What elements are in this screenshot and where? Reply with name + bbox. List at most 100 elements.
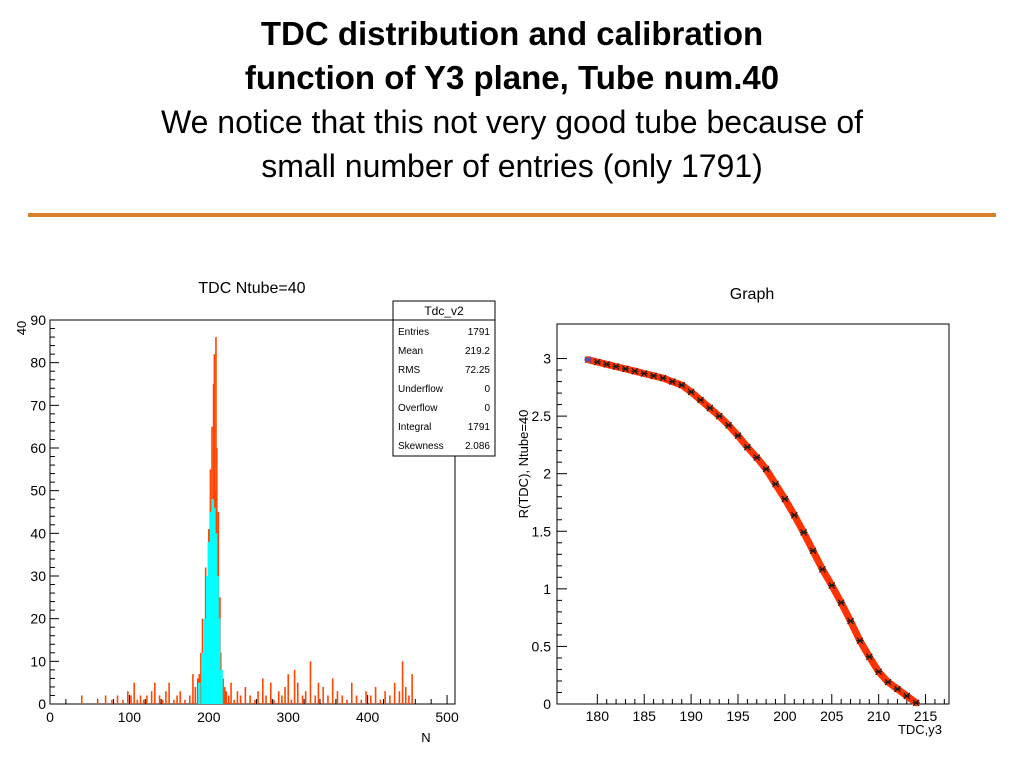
histogram-bar-orange: [161, 699, 164, 704]
histogram-bar-orange: [277, 691, 280, 704]
histogram-bar-cyan: [205, 576, 209, 704]
histogram-bar-orange: [404, 686, 407, 704]
histogram-bar-orange: [257, 691, 259, 704]
histogram-y-tick-label: 0: [38, 696, 46, 712]
histogram-bar-orange: [168, 682, 170, 704]
histogram-bar-orange: [360, 699, 363, 704]
histogram-y-tick-label: 40: [30, 525, 46, 541]
histogram-bar-orange: [281, 695, 283, 704]
histogram-bar-orange: [230, 682, 232, 704]
histogram-bar-orange: [314, 695, 317, 704]
histogram-bar-orange: [254, 699, 256, 704]
histogram-bar-orange: [227, 695, 230, 704]
histogram-bar-orange: [223, 686, 226, 704]
histogram-bar-orange: [336, 691, 339, 704]
histogram-bar-orange: [142, 699, 145, 704]
histogram-bar-orange: [365, 691, 367, 704]
histogram-x-tick-label: 0: [46, 709, 54, 725]
stats-row-label: Entries: [398, 327, 429, 338]
histogram-bar-orange: [296, 682, 299, 704]
histogram-x-tick-label: 500: [435, 709, 459, 725]
histogram-bar-orange: [284, 686, 286, 704]
histogram-x-tick-label: 400: [356, 709, 380, 725]
histogram-bar-orange: [244, 686, 247, 704]
histogram-bar-orange: [192, 674, 194, 704]
stats-row-value: 1791: [468, 327, 491, 338]
histogram-x-tick-label: 300: [277, 709, 301, 725]
histogram-bar-orange: [200, 652, 202, 704]
histogram-bar-cyan: [220, 669, 223, 704]
histogram-bar-orange: [309, 661, 312, 704]
stats-row-label: Mean: [398, 346, 423, 357]
stats-row-value: 72.25: [465, 365, 490, 376]
histogram-bar-orange: [136, 699, 139, 704]
stats-row-value: 0: [484, 384, 490, 395]
histogram-bar-cyan: [214, 533, 218, 704]
histogram-y-tick-label: 20: [30, 611, 46, 627]
histogram-bar-orange: [317, 682, 320, 704]
stats-row-value: 0: [484, 403, 490, 414]
histogram-bar-cyan: [211, 499, 215, 704]
histogram-bar-orange: [301, 695, 304, 704]
histogram-bar-orange: [239, 695, 242, 704]
histogram-bar-orange: [96, 699, 99, 704]
histogram-y-tick-label: 90: [30, 312, 46, 328]
histogram-bar-orange: [327, 695, 329, 704]
histogram-y-tick-label: 80: [30, 355, 46, 371]
histogram-bar-orange: [222, 678, 224, 704]
histogram-bar-orange: [393, 682, 396, 704]
stats-box-title: Tdc_v2: [424, 304, 464, 318]
title-divider: [28, 213, 996, 217]
histogram-title: TDC Ntube=40: [198, 280, 305, 297]
histogram-bar-cyan: [203, 618, 207, 704]
histogram-y-tick-label: 60: [30, 440, 46, 456]
histogram-bar-orange: [139, 695, 142, 704]
histogram-y-axis-label: 40: [14, 321, 29, 335]
histogram-bar-orange: [408, 695, 410, 704]
histogram-bar-orange: [265, 695, 267, 704]
histogram-bar-orange: [184, 699, 186, 704]
histogram-bar-orange: [411, 674, 413, 704]
histogram-bar-orange: [346, 699, 348, 704]
histogram-bar-orange: [173, 699, 175, 704]
histogram-bar-cyan: [216, 576, 219, 704]
stats-row-label: Integral: [398, 422, 431, 433]
stats-row-label: Overflow: [398, 403, 438, 414]
histogram-x-axis-label: N: [421, 730, 430, 745]
histogram-bar-cyan: [207, 541, 211, 704]
histogram-bar-orange: [398, 691, 401, 704]
histogram-bar-orange: [104, 695, 107, 704]
histogram-bar-cyan: [201, 652, 204, 704]
histogram-bar-orange: [322, 686, 324, 704]
histogram-bar-orange: [158, 695, 161, 704]
histogram-bar-orange: [304, 691, 307, 704]
histogram-bar-orange: [293, 669, 296, 704]
histogram-y-tick-label: 70: [30, 397, 46, 413]
histogram-bar-orange: [374, 686, 377, 704]
histogram-bar-cyan: [209, 512, 213, 704]
stats-row-value: 219.2: [465, 346, 490, 357]
histogram-bar-orange: [290, 699, 293, 704]
histogram-bar-orange: [179, 691, 182, 704]
stats-row-value: 1791: [468, 422, 491, 433]
histogram-bar-orange: [194, 686, 197, 704]
histogram-bar-orange: [384, 691, 386, 704]
stats-row-label: RMS: [398, 365, 421, 376]
histogram-bar-orange: [389, 695, 391, 704]
histogram-bar-orange: [233, 699, 236, 704]
histogram-bar-orange: [133, 682, 135, 704]
histogram-bar-orange: [249, 695, 251, 704]
histogram-bar-orange: [80, 695, 83, 704]
histogram-bar-orange: [236, 691, 239, 704]
histogram-bar-orange: [269, 682, 272, 704]
stats-row-label: Underflow: [398, 384, 444, 395]
histogram-bar-orange: [196, 678, 199, 704]
histogram-bar-orange: [401, 661, 404, 704]
histogram-bar-orange: [122, 699, 124, 704]
histogram-bar-orange: [130, 695, 132, 704]
histogram-bar-orange: [331, 678, 334, 704]
histogram-bar-orange: [341, 695, 344, 704]
histogram-bar-orange: [350, 682, 353, 704]
histogram-bar-orange: [165, 691, 167, 704]
